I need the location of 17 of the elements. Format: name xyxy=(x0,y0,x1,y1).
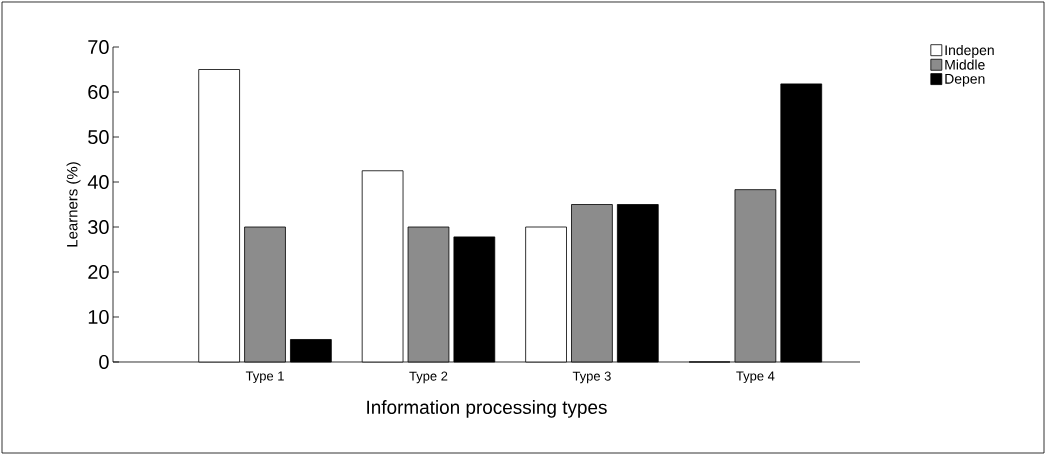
y-tick-label: 10 xyxy=(88,309,109,325)
y-axis-title: Learners (%) xyxy=(66,162,81,247)
y-tick-label: 50 xyxy=(88,129,109,145)
legend-label: Depen xyxy=(945,74,985,87)
x-tick-label: Type 2 xyxy=(409,371,448,384)
y-tick-label: 60 xyxy=(88,84,109,100)
y-tick-label: 20 xyxy=(88,264,109,280)
y-tick-label: 70 xyxy=(88,39,109,55)
x-tick-label: Type 1 xyxy=(245,371,284,384)
legend-label: Middle xyxy=(945,59,985,70)
y-tick-label: 40 xyxy=(87,174,109,190)
legend-label: Indepen xyxy=(945,44,994,58)
y-tick-label: 0 xyxy=(99,354,109,370)
x-axis-title: Information processing types xyxy=(367,400,607,418)
x-tick-label: Type 4 xyxy=(736,371,775,384)
x-tick-label: Type 3 xyxy=(572,371,611,384)
y-tick-label: 30 xyxy=(88,219,109,235)
